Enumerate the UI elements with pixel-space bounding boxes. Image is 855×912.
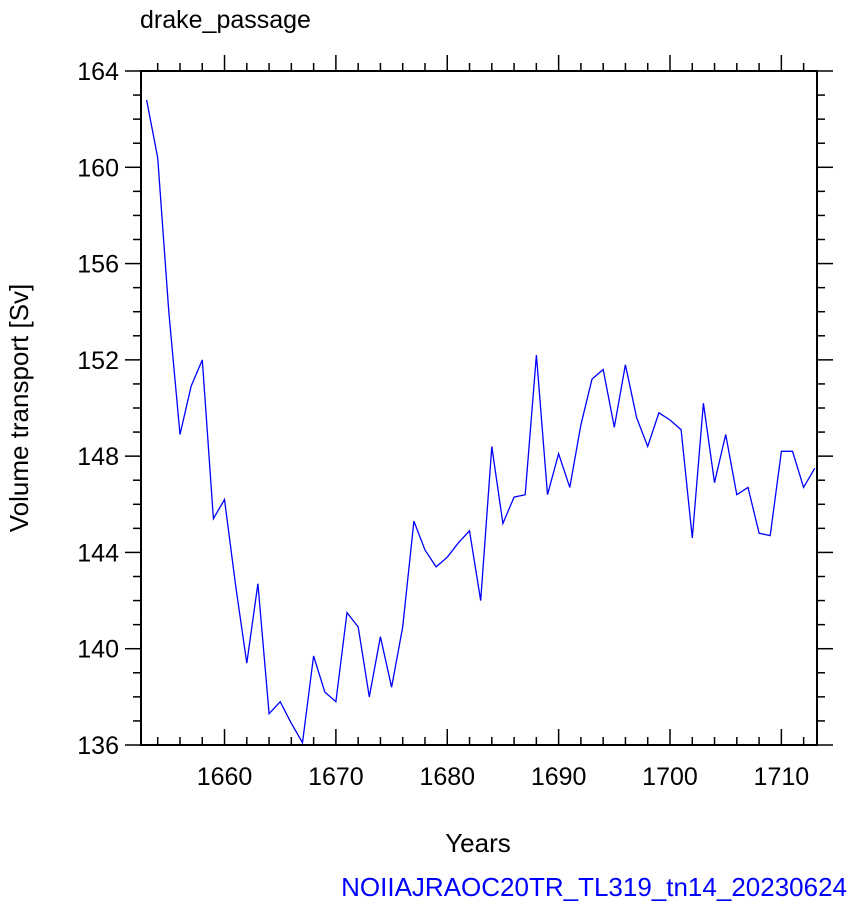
x-tick-label: 1660 — [197, 763, 253, 791]
x-tick-label: 1690 — [531, 763, 587, 791]
y-tick-label: 136 — [77, 732, 119, 760]
y-tick-label: 160 — [77, 154, 119, 182]
x-tick-label: 1700 — [642, 763, 698, 791]
y-tick-label: 144 — [77, 539, 119, 567]
plot-frame — [140, 70, 818, 746]
y-tick-labels: 136 140 144 148 152 156 160 164 — [77, 58, 119, 760]
y-axis-label: Volume transport [Sv] — [4, 284, 34, 533]
footer-run-id: NOIIAJRAOC20TR_TL319_tn14_20230624 — [341, 872, 847, 902]
x-axis-label: Years — [445, 828, 511, 858]
x-tick-label: 1670 — [308, 763, 364, 791]
series-line — [145, 99, 816, 745]
chart-title: drake_passage — [140, 6, 311, 34]
y-tick-label: 148 — [77, 443, 119, 471]
x-tick-label: 1710 — [754, 763, 810, 791]
x-tick-labels: 1660 1670 1680 1690 1700 1710 — [197, 763, 809, 791]
x-tick-label: 1680 — [419, 763, 475, 791]
y-tick-label: 156 — [77, 251, 119, 279]
y-tick-label: 164 — [77, 58, 119, 86]
y-tick-label: 140 — [77, 636, 119, 664]
line-chart: drake_passage 136 140 144 148 152 156 160 164 1… — [4, 6, 833, 858]
axis-ticks — [125, 55, 833, 746]
y-tick-label: 152 — [77, 347, 119, 375]
